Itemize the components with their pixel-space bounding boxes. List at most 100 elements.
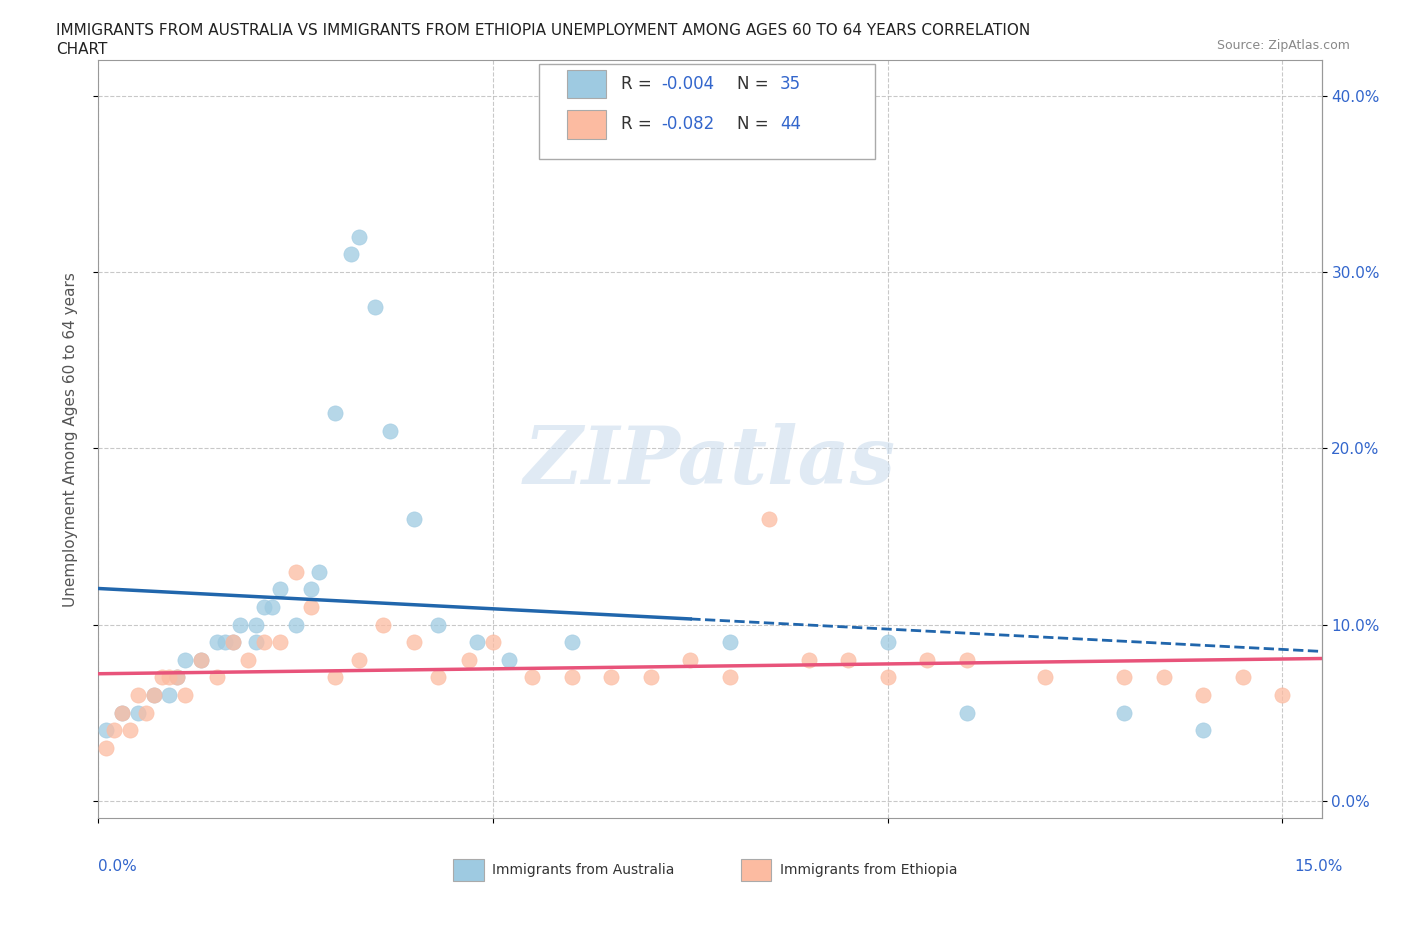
Text: -0.082: -0.082 [661, 115, 714, 133]
Point [301, 600, 323, 615]
Point [498, 652, 520, 667]
Point [679, 652, 702, 667]
Text: 35: 35 [780, 75, 801, 93]
Point [150, 670, 173, 684]
Point [301, 582, 323, 597]
Point [482, 634, 505, 649]
Text: -0.004: -0.004 [661, 75, 714, 93]
Point [458, 652, 481, 667]
Point [127, 687, 149, 702]
Point [269, 634, 291, 649]
Point [955, 705, 977, 720]
Point [238, 652, 260, 667]
Point [159, 670, 181, 684]
Point [166, 670, 188, 684]
Point [221, 634, 243, 649]
Point [229, 618, 252, 632]
Point [269, 582, 291, 597]
Point [426, 618, 449, 632]
Text: Immigrants from Australia: Immigrants from Australia [492, 863, 675, 877]
Text: ZIPatlas: ZIPatlas [524, 423, 896, 501]
Point [142, 687, 165, 702]
Point [166, 670, 188, 684]
Point [205, 670, 228, 684]
Point [174, 687, 197, 702]
Point [1035, 670, 1057, 684]
Point [915, 652, 938, 667]
Point [284, 565, 307, 579]
Point [253, 634, 276, 649]
Y-axis label: Unemployment Among Ages 60 to 64 years: Unemployment Among Ages 60 to 64 years [63, 272, 77, 607]
Point [245, 634, 267, 649]
Point [876, 670, 898, 684]
Point [371, 618, 394, 632]
Point [190, 652, 212, 667]
Point [142, 687, 165, 702]
Point [260, 600, 283, 615]
Text: 15.0%: 15.0% [1295, 859, 1343, 874]
Point [323, 405, 346, 420]
Point [561, 634, 583, 649]
Text: Source: ZipAtlas.com: Source: ZipAtlas.com [1216, 39, 1350, 52]
Point [118, 723, 141, 737]
Point [1114, 705, 1136, 720]
Point [465, 634, 488, 649]
Point [96, 723, 118, 737]
Point [955, 652, 977, 667]
Point [1192, 723, 1215, 737]
Point [103, 723, 125, 737]
Text: N =: N = [737, 75, 773, 93]
Point [363, 299, 385, 314]
Text: 0.0%: 0.0% [98, 859, 138, 874]
Point [837, 652, 859, 667]
Point [404, 634, 426, 649]
Point [214, 634, 236, 649]
Point [284, 618, 307, 632]
Point [1153, 670, 1175, 684]
Point [127, 705, 149, 720]
Point [111, 705, 134, 720]
Point [308, 565, 330, 579]
Point [1114, 670, 1136, 684]
Point [221, 634, 243, 649]
Point [522, 670, 544, 684]
Bar [567, 70, 606, 99]
Text: CHART: CHART [56, 42, 108, 57]
Point [1192, 687, 1215, 702]
Point [159, 687, 181, 702]
Text: Immigrants from Ethiopia: Immigrants from Ethiopia [780, 863, 957, 877]
Text: N =: N = [737, 115, 773, 133]
Point [245, 618, 267, 632]
Point [426, 670, 449, 684]
Point [253, 600, 276, 615]
Point [380, 423, 402, 438]
Point [600, 670, 623, 684]
Point [718, 670, 741, 684]
Point [1232, 670, 1254, 684]
Point [876, 634, 898, 649]
Text: R =: R = [620, 75, 657, 93]
FancyBboxPatch shape [538, 64, 875, 159]
Point [323, 670, 346, 684]
Bar [453, 859, 484, 881]
Bar [741, 859, 772, 881]
Point [174, 652, 197, 667]
Point [404, 512, 426, 526]
Point [797, 652, 820, 667]
Point [640, 670, 662, 684]
Point [135, 705, 157, 720]
Text: IMMIGRANTS FROM AUSTRALIA VS IMMIGRANTS FROM ETHIOPIA UNEMPLOYMENT AMONG AGES 60: IMMIGRANTS FROM AUSTRALIA VS IMMIGRANTS … [56, 23, 1031, 38]
Point [347, 652, 370, 667]
Point [1271, 687, 1294, 702]
Bar [567, 110, 606, 139]
Point [96, 740, 118, 755]
Text: 44: 44 [780, 115, 801, 133]
Point [111, 705, 134, 720]
Point [758, 512, 780, 526]
Text: R =: R = [620, 115, 657, 133]
Point [205, 634, 228, 649]
Point [347, 230, 370, 245]
Point [561, 670, 583, 684]
Point [718, 634, 741, 649]
Point [190, 652, 212, 667]
